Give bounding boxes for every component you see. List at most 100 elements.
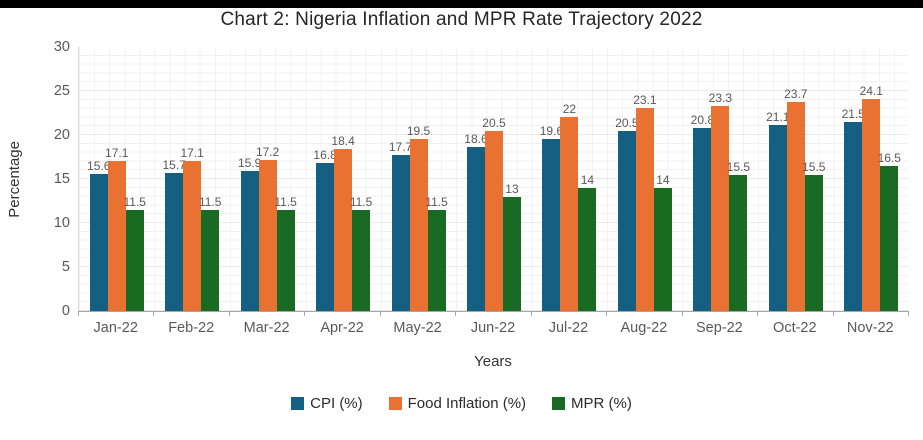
bar-foodinflation-sep-22: 23.3 bbox=[709, 91, 732, 311]
bar-foodinflation-nov-22: 24.1 bbox=[860, 84, 883, 311]
bar-cpi-nov-22: 21.5 bbox=[842, 107, 865, 311]
bar-foodinflation-may-22: 19.5 bbox=[407, 124, 430, 311]
legend-item-cpi: CPI (%) bbox=[291, 395, 363, 412]
y-tick-label: 5 bbox=[61, 259, 70, 275]
data-label: 17.1 bbox=[105, 145, 129, 160]
data-label: 15.5 bbox=[726, 159, 751, 174]
bar-cpi-feb-22: 15.7 bbox=[162, 158, 186, 311]
bar-group-aug-22: 20.5 23.1 14 bbox=[607, 47, 682, 311]
data-label: 15.9 bbox=[237, 156, 262, 171]
x-tick-label: Sep-22 bbox=[695, 320, 743, 336]
bar-group-jul-22: 19.6 22 14 bbox=[532, 47, 607, 311]
data-label: 16.8 bbox=[313, 148, 337, 163]
bar-cpi-sep-22: 20.8 bbox=[691, 113, 714, 311]
x-axis-tick bbox=[908, 311, 909, 316]
data-label: 24.1 bbox=[859, 83, 883, 98]
bar-foodinflation-apr-22: 18.4 bbox=[331, 134, 355, 311]
x-tick-label: Jun-22 bbox=[470, 320, 516, 336]
bar-foodinflation-jul-22: 22 bbox=[560, 102, 579, 311]
data-label: 23.3 bbox=[708, 90, 733, 105]
data-label: 18.6 bbox=[464, 132, 488, 147]
top-black-bar bbox=[0, 0, 923, 8]
legend-item-foodinflation: Food Inflation (%) bbox=[388, 395, 527, 412]
x-tick-label: Feb-22 bbox=[168, 320, 215, 336]
x-axis-tick bbox=[304, 311, 306, 316]
bar-mpr-mar-22: 11.5 bbox=[274, 195, 297, 311]
data-label: 11.5 bbox=[123, 194, 146, 209]
legend-swatch-icon bbox=[291, 397, 305, 410]
x-tick-label: Apr-22 bbox=[320, 320, 364, 336]
bar-cpi-jun-22: 18.6 bbox=[464, 132, 488, 311]
data-label: 15.5 bbox=[802, 159, 826, 174]
data-label: 19.6 bbox=[539, 123, 564, 138]
data-label: 22 bbox=[562, 102, 577, 117]
bar-mpr-jun-22: 13 bbox=[502, 182, 521, 311]
x-axis-tick bbox=[379, 311, 381, 316]
legend: CPI (%) Food Inflation (%) MPR (%) bbox=[0, 395, 923, 412]
y-tick-label: 25 bbox=[53, 83, 70, 99]
data-label: 13 bbox=[505, 181, 519, 196]
data-label: 15.6 bbox=[87, 158, 111, 173]
bar-cpi-jul-22: 19.6 bbox=[540, 124, 563, 311]
data-label: 19.5 bbox=[406, 124, 431, 139]
data-label: 21.5 bbox=[841, 106, 865, 121]
bar-group-oct-22: 21.1 23.7 15.5 bbox=[758, 47, 833, 311]
data-label: 14 bbox=[656, 172, 670, 187]
bar-cpi-jan-22: 15.6 bbox=[87, 159, 110, 311]
data-label: 23.1 bbox=[633, 92, 657, 107]
chart-title: Chart 2: Nigeria Inflation and MPR Rate … bbox=[220, 9, 703, 30]
y-tick-label: 15 bbox=[53, 171, 70, 187]
legend-label: Food Inflation (%) bbox=[407, 395, 527, 412]
bar-foodinflation-aug-22: 23.1 bbox=[633, 93, 657, 311]
x-axis-line bbox=[78, 311, 909, 312]
legend-item-mpr: MPR (%) bbox=[552, 395, 632, 412]
x-axis-title: Years bbox=[474, 353, 512, 370]
bar-cpi-mar-22: 15.9 bbox=[238, 156, 261, 311]
y-tick-label: 20 bbox=[53, 127, 70, 143]
data-label: 17.2 bbox=[255, 144, 280, 159]
y-axis-title-wrap: Percentage bbox=[2, 47, 26, 311]
bar-foodinflation-jan-22: 17.1 bbox=[105, 146, 128, 311]
bar-mpr-jan-22: 11.5 bbox=[123, 195, 146, 311]
legend-label: MPR (%) bbox=[571, 395, 632, 412]
data-label: 21.1 bbox=[766, 110, 790, 125]
bar-mpr-nov-22: 16.5 bbox=[878, 151, 901, 311]
x-axis-tick bbox=[757, 311, 759, 316]
bar-foodinflation-oct-22: 23.7 bbox=[784, 87, 807, 311]
bar-cpi-may-22: 17.7 bbox=[389, 140, 412, 311]
data-label: 20.5 bbox=[482, 115, 506, 130]
legend-label: CPI (%) bbox=[310, 395, 363, 412]
legend-swatch-icon bbox=[388, 397, 402, 410]
data-label: 18.4 bbox=[331, 134, 355, 149]
y-tick-label: 10 bbox=[53, 215, 70, 231]
data-label: 11.5 bbox=[425, 194, 448, 209]
bar-mpr-may-22: 11.5 bbox=[425, 195, 448, 311]
bar-cpi-oct-22: 21.1 bbox=[766, 110, 789, 311]
data-label: 11.5 bbox=[198, 194, 222, 209]
bar-group-nov-22: 21.5 24.1 16.5 bbox=[834, 47, 909, 311]
bar-group-mar-22: 15.9 17.2 11.5 bbox=[230, 47, 305, 311]
y-axis-title: Percentage bbox=[5, 140, 23, 218]
bar-group-jun-22: 18.6 20.5 13 bbox=[456, 47, 531, 311]
bar-cpi-apr-22: 16.8 bbox=[313, 148, 337, 311]
bar-cpi-aug-22: 20.5 bbox=[615, 116, 639, 311]
data-label: 20.8 bbox=[690, 112, 715, 127]
x-tick-label: Nov-22 bbox=[846, 320, 894, 336]
data-label: 17.1 bbox=[180, 145, 204, 160]
data-label: 17.7 bbox=[388, 140, 413, 155]
x-axis-tick bbox=[153, 311, 155, 316]
bar-mpr-apr-22: 11.5 bbox=[350, 195, 372, 311]
x-axis-tick bbox=[455, 311, 457, 316]
bar-mpr-jul-22: 14 bbox=[578, 173, 597, 311]
bar-group-feb-22: 15.7 17.1 11.5 bbox=[154, 47, 229, 311]
y-tick-label: 30 bbox=[53, 39, 70, 55]
bar-foodinflation-jun-22: 20.5 bbox=[482, 116, 506, 311]
bar-group-jan-22: 15.6 17.1 11.5 bbox=[79, 47, 154, 311]
data-label: 11.5 bbox=[349, 194, 373, 209]
x-tick-label: Jul-22 bbox=[548, 320, 589, 336]
bar-group-sep-22: 20.8 23.3 15.5 bbox=[683, 47, 758, 311]
x-axis-tick bbox=[606, 311, 608, 316]
bar-mpr-feb-22: 11.5 bbox=[199, 195, 221, 311]
data-label: 20.5 bbox=[615, 115, 639, 130]
